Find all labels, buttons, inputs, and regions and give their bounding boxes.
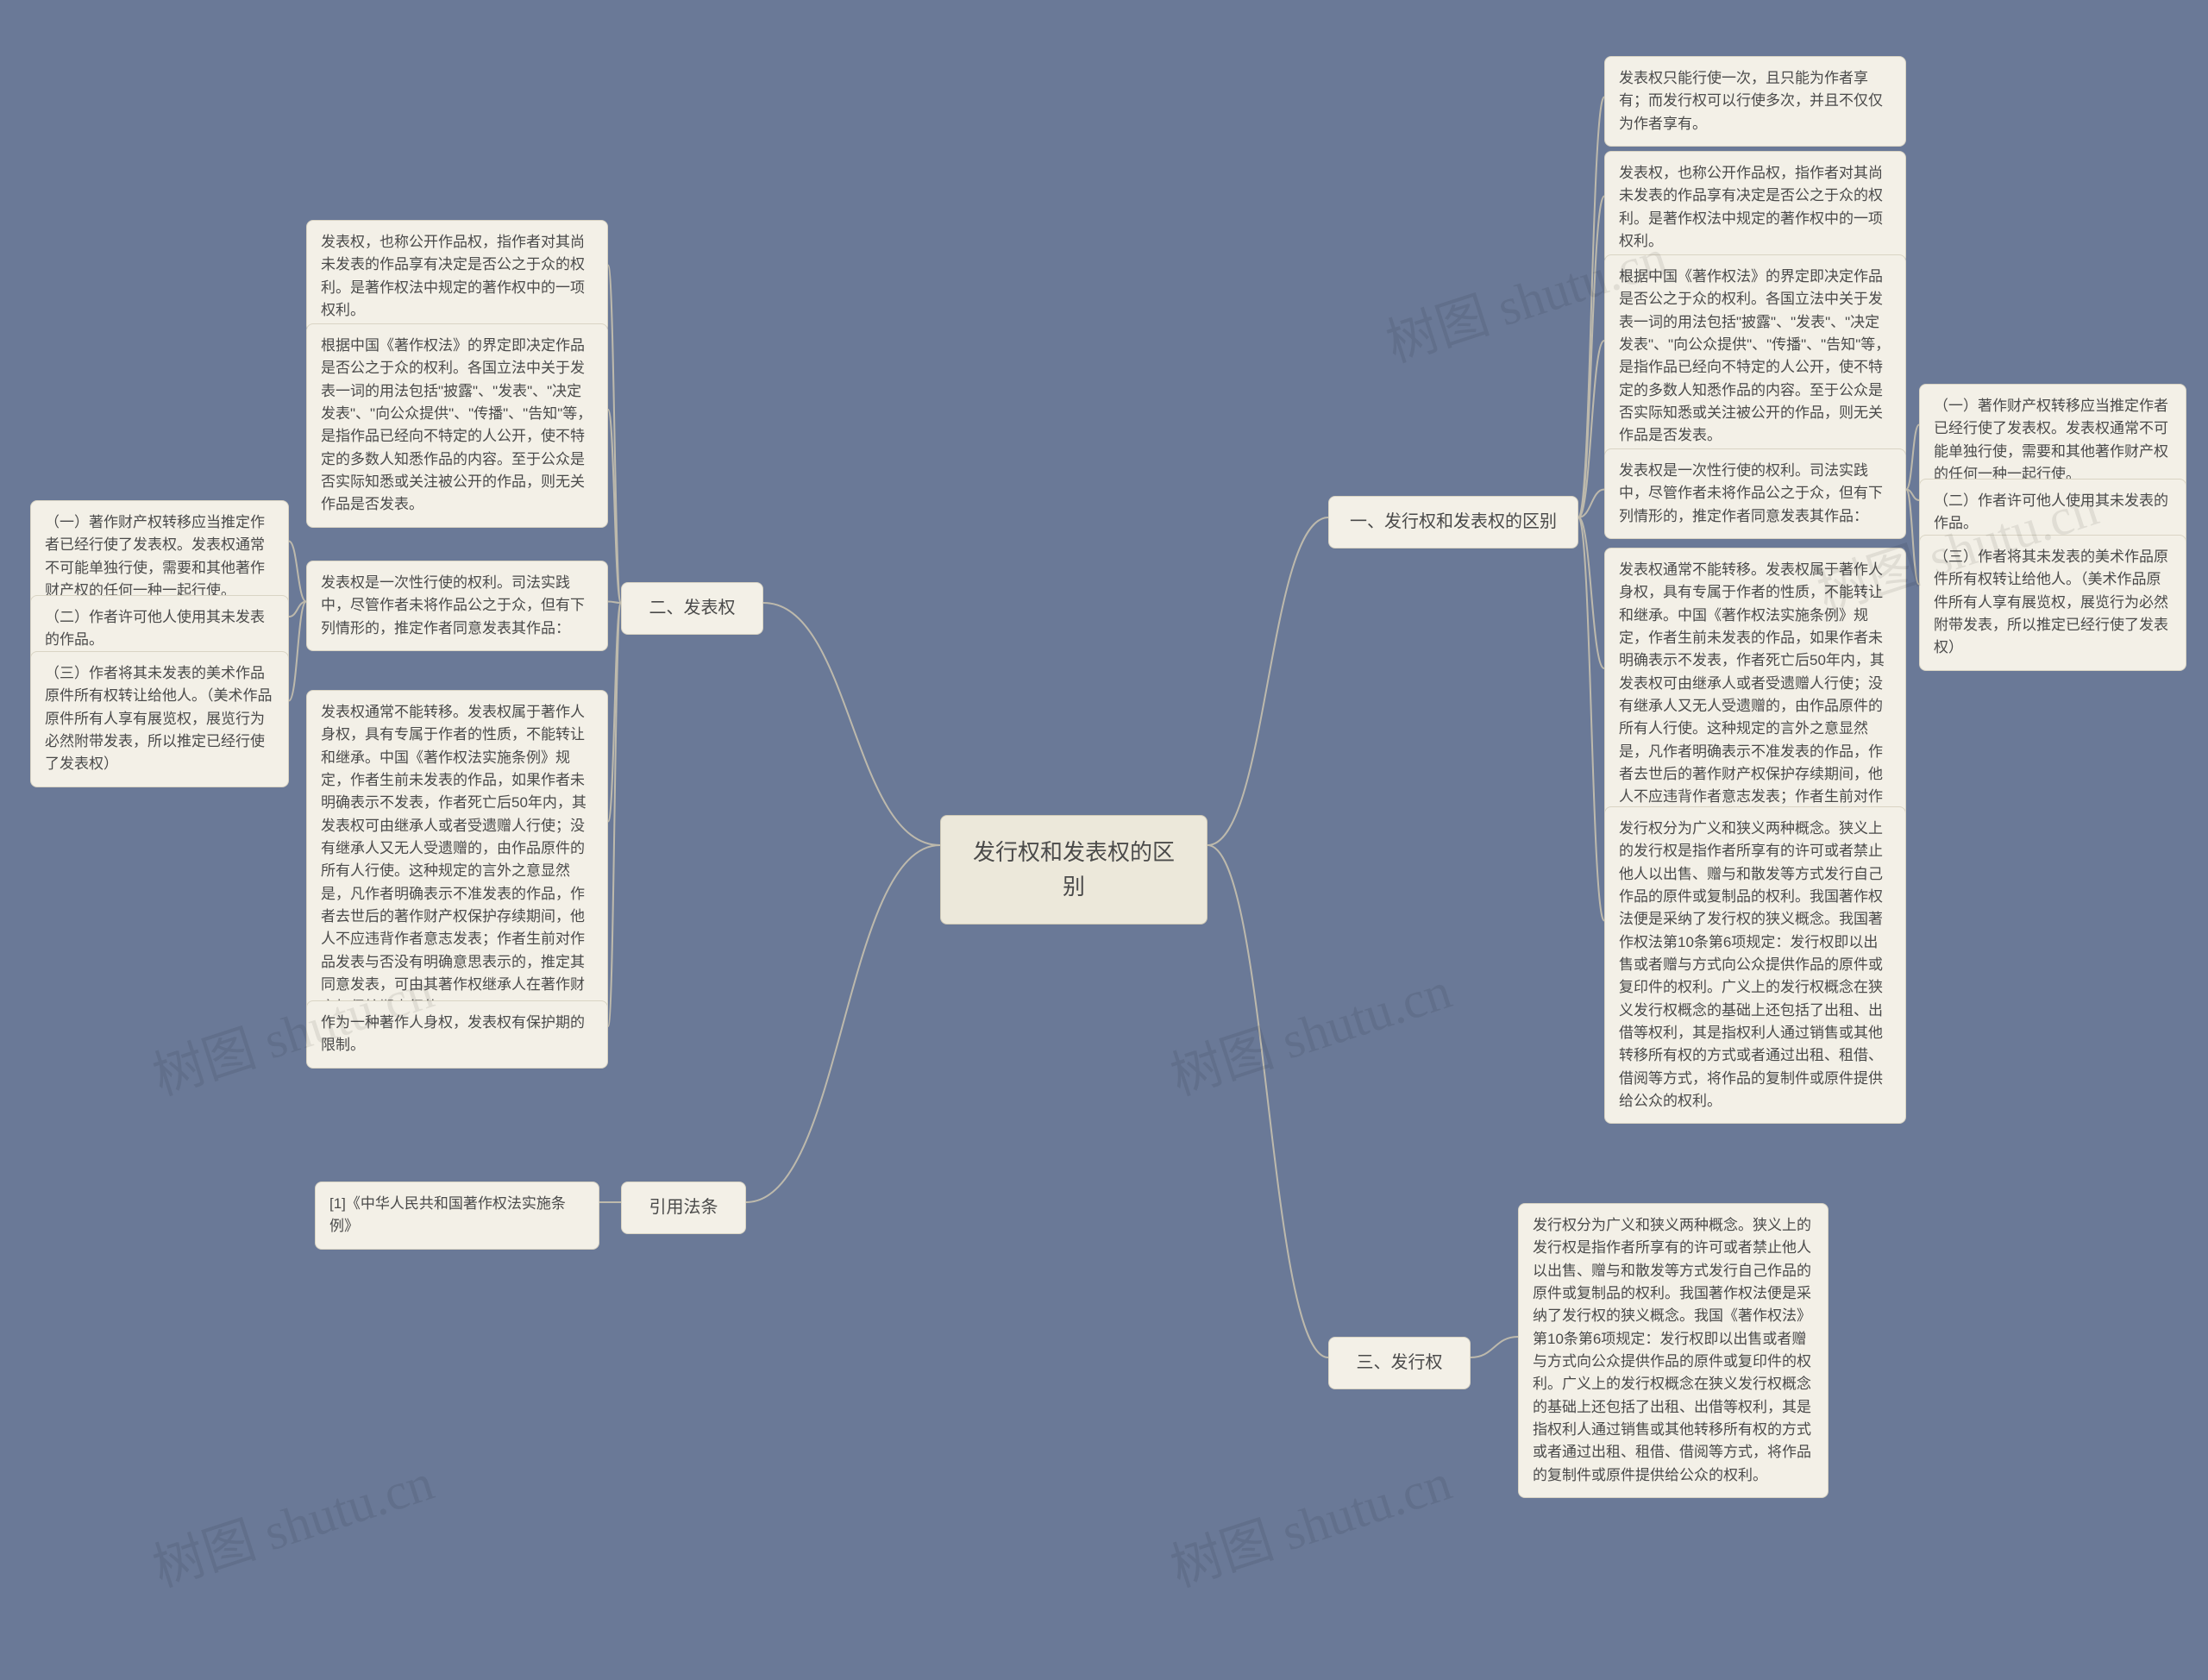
leaf-l4_1[interactable]: [1]《中华人民共和国著作权法实施条例》 bbox=[315, 1182, 599, 1250]
leaf-l2_3-label: 发表权是一次性行使的权利。司法实践中，尽管作者未将作品公之于众，但有下列情形的，… bbox=[321, 574, 585, 636]
leaf-r1_3-label: 根据中国《著作权法》的界定即决定作品是否公之于众的权利。各国立法中关于发表一词的… bbox=[1619, 268, 1890, 443]
leaf-r1_1[interactable]: 发表权只能行使一次，且只能为作者享有；而发行权可以行使多次，并且不仅仅为作者享有… bbox=[1604, 56, 1906, 147]
leaf-l2_1-label: 发表权，也称公开作品权，指作者对其尚未发表的作品享有决定是否公之于众的权利。是著… bbox=[321, 234, 585, 318]
leaf-r3_1[interactable]: 发行权分为广义和狭义两种概念。狭义上的发行权是指作者所享有的许可或者禁止他人以出… bbox=[1518, 1203, 1828, 1498]
branch-b2-label: 二、发表权 bbox=[649, 599, 736, 617]
mindmap-stage: 发行权和发表权的区别 一、发行权和发表权的区别二、发表权三、发行权 引用法条 发表权只… bbox=[0, 0, 2208, 1680]
leaf-r1_4c[interactable]: （三）作者将其未发表的美术作品原件所有权转让给他人。（美术作品原件所有人享有展览… bbox=[1919, 535, 2186, 671]
leaf-l2_1[interactable]: 发表权，也称公开作品权，指作者对其尚未发表的作品享有决定是否公之于众的权利。是著… bbox=[306, 220, 608, 333]
branch-b1-label: 一、发行权和发表权的区别 bbox=[1350, 512, 1557, 531]
root-node-label: 发行权和发表权的区别 bbox=[973, 839, 1175, 900]
watermark: 树图 shutu.cn bbox=[1160, 949, 1459, 1110]
leaf-r1_2[interactable]: 发表权，也称公开作品权，指作者对其尚未发表的作品享有决定是否公之于众的权利。是著… bbox=[1604, 151, 1906, 264]
leaf-l2_4[interactable]: 发表权通常不能转移。发表权属于著作人身权，具有专属于作者的性质，不能转让和继承。… bbox=[306, 690, 608, 1031]
leaf-l2_3b-label: （二）作者许可他人使用其未发表的作品。 bbox=[45, 609, 265, 648]
leaf-l2_2-label: 根据中国《著作权法》的界定即决定作品是否公之于众的权利。各国立法中关于发表一词的… bbox=[321, 337, 592, 512]
leaf-l2_3c[interactable]: （三）作者将其未发表的美术作品原件所有权转让给他人。（美术作品原件所有人享有展览… bbox=[30, 651, 289, 787]
leaf-r1_2-label: 发表权，也称公开作品权，指作者对其尚未发表的作品享有决定是否公之于众的权利。是著… bbox=[1619, 165, 1883, 249]
leaf-r1_4c-label: （三）作者将其未发表的美术作品原件所有权转让给他人。（美术作品原件所有人享有展览… bbox=[1934, 549, 2168, 655]
leaf-l2_4-label: 发表权通常不能转移。发表权属于著作人身权，具有专属于作者的性质，不能转让和继承。… bbox=[321, 704, 586, 1015]
root-node[interactable]: 发行权和发表权的区别 bbox=[940, 815, 1208, 925]
leaf-l2_5-label: 作为一种著作人身权，发表权有保护期的限制。 bbox=[321, 1014, 585, 1053]
leaf-r1_1-label: 发表权只能行使一次，且只能为作者享有；而发行权可以行使多次，并且不仅仅为作者享有… bbox=[1619, 70, 1883, 132]
leaf-r1_4-label: 发表权是一次性行使的权利。司法实践中，尽管作者未将作品公之于众，但有下列情形的，… bbox=[1619, 462, 1883, 524]
leaf-r3_1-label: 发行权分为广义和狭义两种概念。狭义上的发行权是指作者所享有的许可或者禁止他人以出… bbox=[1533, 1217, 1811, 1483]
branch-b2[interactable]: 二、发表权 bbox=[621, 582, 763, 635]
leaf-r1_4[interactable]: 发表权是一次性行使的权利。司法实践中，尽管作者未将作品公之于众，但有下列情形的，… bbox=[1604, 448, 1906, 539]
leaf-l2_3[interactable]: 发表权是一次性行使的权利。司法实践中，尽管作者未将作品公之于众，但有下列情形的，… bbox=[306, 561, 608, 651]
branch-b3[interactable]: 三、发行权 bbox=[1328, 1337, 1471, 1389]
branch-b4[interactable]: 引用法条 bbox=[621, 1182, 746, 1234]
leaf-l2_2[interactable]: 根据中国《著作权法》的界定即决定作品是否公之于众的权利。各国立法中关于发表一词的… bbox=[306, 323, 608, 528]
watermark: 树图 shutu.cn bbox=[1160, 1440, 1459, 1602]
leaf-r1_6[interactable]: 发行权分为广义和狭义两种概念。狭义上的发行权是指作者所享有的许可或者禁止他人以出… bbox=[1604, 806, 1906, 1124]
leaf-r1_6-label: 发行权分为广义和狭义两种概念。狭义上的发行权是指作者所享有的许可或者禁止他人以出… bbox=[1619, 820, 1883, 1109]
leaf-l4_1-label: [1]《中华人民共和国著作权法实施条例》 bbox=[329, 1195, 566, 1234]
branch-b4-label: 引用法条 bbox=[649, 1198, 718, 1217]
leaf-l2_3a-label: （一）著作财产权转移应当推定作者已经行使了发表权。发表权通常不可能单独行使，需要… bbox=[45, 514, 265, 599]
watermark: 树图 shutu.cn bbox=[142, 1440, 442, 1602]
leaf-r1_3[interactable]: 根据中国《著作权法》的界定即决定作品是否公之于众的权利。各国立法中关于发表一词的… bbox=[1604, 254, 1906, 459]
leaf-l2_5[interactable]: 作为一种著作人身权，发表权有保护期的限制。 bbox=[306, 1000, 608, 1069]
leaf-r1_4b-label: （二）作者许可他人使用其未发表的作品。 bbox=[1934, 492, 2168, 531]
leaf-r1_4a-label: （一）著作财产权转移应当推定作者已经行使了发表权。发表权通常不可能单独行使，需要… bbox=[1934, 398, 2168, 482]
leaf-l2_3c-label: （三）作者将其未发表的美术作品原件所有权转让给他人。（美术作品原件所有人享有展览… bbox=[45, 665, 273, 772]
branch-b3-label: 三、发行权 bbox=[1357, 1353, 1443, 1372]
branch-b1[interactable]: 一、发行权和发表权的区别 bbox=[1328, 496, 1578, 549]
